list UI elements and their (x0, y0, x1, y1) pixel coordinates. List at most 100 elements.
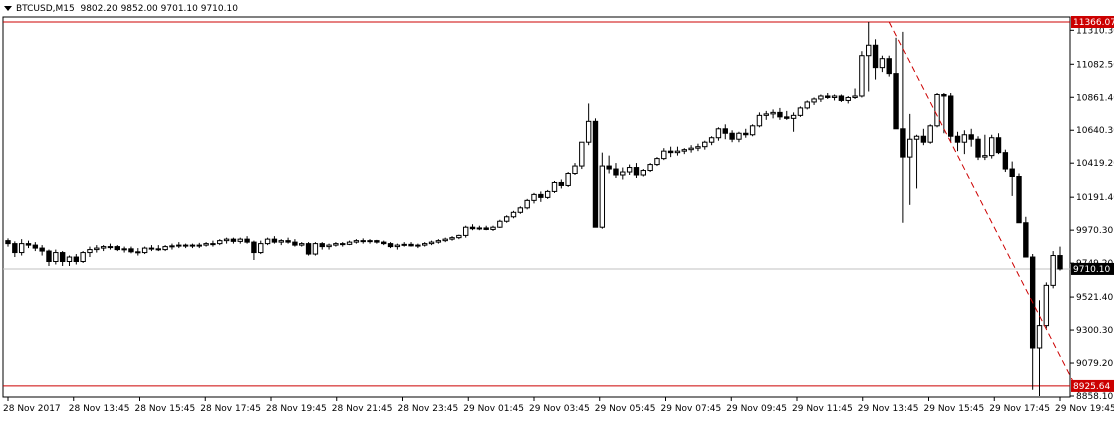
candle (715, 127, 722, 141)
bull-candle-body (708, 137, 715, 143)
candle (790, 112, 797, 132)
candle (722, 124, 728, 140)
x-tick-label: 28 Nov 15:45 (135, 404, 196, 414)
bull-candle-body (531, 193, 537, 201)
bull-candle-body (599, 165, 606, 228)
candle (1050, 251, 1056, 289)
candle (1002, 149, 1009, 173)
bull-candle-body (264, 238, 271, 245)
candle (5, 238, 11, 247)
bear-candle-body (292, 241, 298, 246)
candle (278, 239, 284, 246)
candle (948, 92, 954, 143)
candle (838, 94, 845, 102)
bull-candle-body (681, 149, 687, 152)
candle (39, 245, 45, 256)
candle (749, 124, 756, 137)
candle (818, 94, 824, 102)
candle (551, 180, 558, 193)
y-tick-label: 11082.50 (1076, 60, 1114, 70)
candle (729, 130, 735, 143)
candle (408, 242, 414, 247)
candle (866, 22, 872, 92)
candle (223, 237, 230, 244)
bull-candle-body (845, 96, 851, 101)
candle (182, 243, 189, 249)
candle (920, 128, 927, 146)
bull-candle-body (579, 141, 585, 167)
bear-candle-body (155, 248, 161, 251)
x-tick-label: 29 Nov 01:45 (463, 404, 524, 414)
x-tick-label: 28 Nov 13:45 (69, 404, 130, 414)
bull-candle-body (1050, 255, 1056, 286)
bull-candle-body (988, 137, 995, 157)
x-tick-label: 29 Nov 07:45 (661, 404, 722, 414)
bull-candle-body (879, 58, 886, 69)
bear-candle-body (948, 95, 954, 137)
candle (401, 242, 407, 247)
bull-candle-body (278, 240, 284, 243)
bull-candle-body (866, 44, 872, 57)
x-tick-label: 29 Nov 15:45 (924, 404, 985, 414)
bull-candle-body (982, 155, 988, 158)
candle (121, 246, 127, 253)
bull-candle-body (162, 246, 168, 251)
candle (1043, 282, 1050, 329)
trendline[interactable] (888, 21, 1081, 397)
bear-candle-body (59, 252, 66, 263)
candle (162, 245, 168, 252)
candle (907, 113, 913, 205)
candle (258, 240, 264, 255)
candle (230, 237, 237, 244)
level-price-label: 8925.64 (1073, 382, 1110, 392)
candle (982, 134, 988, 161)
x-tick-label: 28 Nov 2017 (3, 404, 61, 414)
candle (640, 169, 646, 177)
bull-candle-body (100, 246, 107, 249)
candle (155, 245, 161, 252)
candle (763, 110, 769, 120)
bull-candle-body (449, 237, 455, 240)
bull-candle-body (490, 226, 496, 230)
bear-candle-body (743, 132, 749, 136)
candle (73, 254, 80, 265)
candle (893, 37, 899, 130)
bull-candle-body (169, 245, 175, 248)
candle (476, 225, 483, 231)
candle (217, 239, 223, 246)
collapse-triangle-icon[interactable] (4, 6, 12, 11)
bear-candle-body (1023, 222, 1029, 258)
y-tick-label: 10191.40 (1076, 193, 1114, 203)
bull-candle-body (565, 173, 571, 186)
candle (203, 242, 209, 247)
bull-candle-body (640, 170, 646, 176)
bull-candle-body (66, 256, 73, 263)
candle (756, 112, 763, 128)
bull-candle-body (913, 135, 920, 140)
candle (1009, 161, 1015, 196)
bull-candle-body (1043, 284, 1050, 327)
bull-candle-body (326, 244, 332, 248)
candle (292, 239, 298, 247)
candle (845, 95, 851, 104)
candle (46, 249, 52, 266)
candle (708, 136, 715, 146)
bull-candle-body (831, 95, 838, 98)
trend-layer[interactable] (888, 21, 1081, 397)
candle (531, 192, 537, 204)
bull-candle-body (763, 113, 769, 116)
candle (360, 238, 366, 244)
candle (100, 245, 107, 252)
candle (340, 242, 346, 247)
bear-candle-body (893, 73, 899, 130)
candle (483, 225, 489, 231)
candle (913, 134, 920, 189)
candle (565, 172, 571, 187)
candle (346, 240, 353, 246)
bear-candle-body (968, 134, 974, 140)
bear-candle-body (381, 241, 387, 245)
bull-candle-body (797, 107, 804, 116)
bear-candle-body (5, 240, 11, 245)
